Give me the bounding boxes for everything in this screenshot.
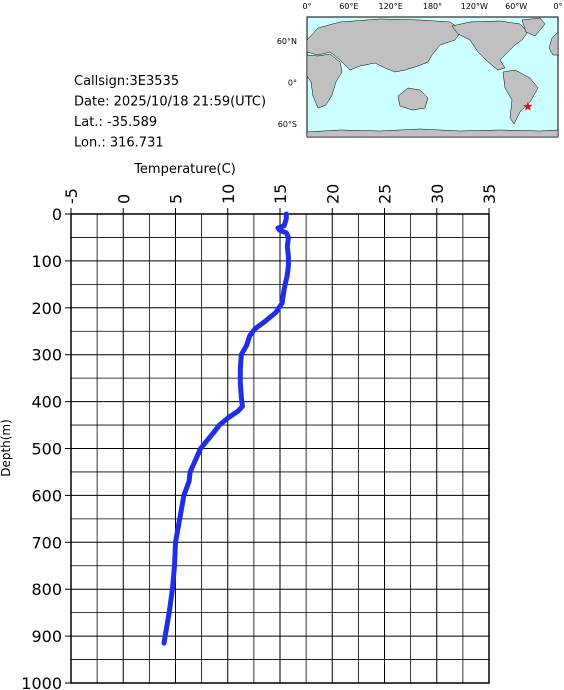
south-america [502, 69, 539, 125]
x-tick-label: 5 [167, 194, 186, 204]
map [306, 16, 559, 138]
y-tick-label: 1000 [21, 674, 62, 690]
x-tick-label: 0 [114, 194, 133, 204]
north-america [451, 20, 529, 71]
map-lon-label: 120°E [379, 2, 403, 11]
y-tick-label: 600 [31, 486, 62, 505]
map-lat-label: 60°N [277, 37, 297, 46]
map-lon-label: 60°E [339, 2, 358, 11]
map-lon-label: 60°W [505, 2, 527, 11]
x-tick-label: 30 [428, 184, 447, 204]
y-tick-label: 0 [52, 205, 62, 224]
x-tick-label: 15 [271, 184, 290, 204]
x-tick-label: 10 [219, 184, 238, 204]
info-text: Callsign:3E3535 [74, 74, 179, 89]
map-lat-label: 60°S [278, 120, 297, 129]
y-tick-label: 800 [31, 580, 62, 599]
info-text: Lat.: -35.589 [74, 115, 157, 130]
africa [306, 53, 343, 109]
location-marker [523, 101, 533, 111]
australia [397, 87, 429, 111]
y-tick-label: 900 [31, 627, 62, 646]
greenland [521, 17, 546, 37]
x-tick-label: 35 [480, 184, 499, 204]
info-text: Lon.: 316.731 [74, 136, 164, 151]
temperature-profile [161, 211, 291, 646]
eurasia [306, 18, 463, 73]
y-tick-label: 200 [31, 299, 62, 318]
x-axis-title: Temperature(C) [133, 162, 236, 177]
antarctica [306, 128, 559, 138]
map-lon-label: 0° [302, 2, 311, 11]
info-text: Date: 2025/10/18 21:59(UTC) [74, 95, 266, 110]
y-axis-title: Depth(m) [0, 419, 13, 477]
europe-west [548, 31, 559, 56]
y-tick-label: 400 [31, 393, 62, 412]
y-tick-label: 300 [31, 346, 62, 365]
x-tick-label: 20 [323, 184, 342, 204]
map-lon-label: 0° [553, 2, 562, 11]
y-tick-label: 700 [31, 533, 62, 552]
y-tick-label: 100 [31, 252, 62, 271]
map-lon-label: 120°W [461, 2, 488, 11]
map-lat-label: 0° [288, 79, 297, 88]
map-lon-label: 180° [423, 2, 442, 11]
x-tick-label: -5 [62, 188, 81, 204]
y-tick-label: 500 [31, 440, 62, 459]
x-tick-label: 25 [376, 184, 395, 204]
